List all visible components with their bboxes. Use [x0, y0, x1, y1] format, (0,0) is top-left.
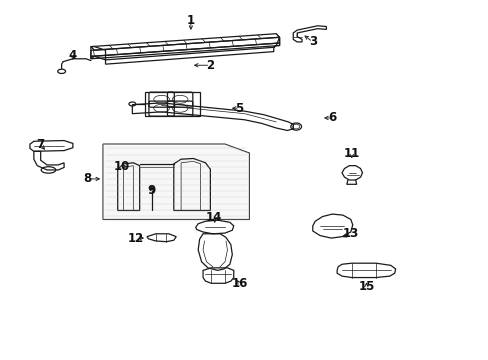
Text: 8: 8 [83, 172, 91, 185]
Text: 13: 13 [342, 227, 358, 240]
Text: 9: 9 [147, 184, 156, 197]
Text: 10: 10 [113, 160, 129, 173]
Polygon shape [103, 144, 249, 220]
Text: 14: 14 [205, 211, 222, 224]
Text: 15: 15 [358, 280, 374, 293]
Text: 3: 3 [308, 35, 316, 49]
Text: 2: 2 [206, 59, 214, 72]
Text: 16: 16 [231, 278, 247, 291]
Text: 6: 6 [327, 112, 336, 125]
Text: 4: 4 [69, 49, 77, 62]
Text: 7: 7 [37, 138, 44, 151]
Text: 11: 11 [343, 147, 359, 159]
Text: 5: 5 [235, 102, 243, 115]
Text: 1: 1 [186, 14, 195, 27]
Text: 12: 12 [128, 231, 144, 244]
